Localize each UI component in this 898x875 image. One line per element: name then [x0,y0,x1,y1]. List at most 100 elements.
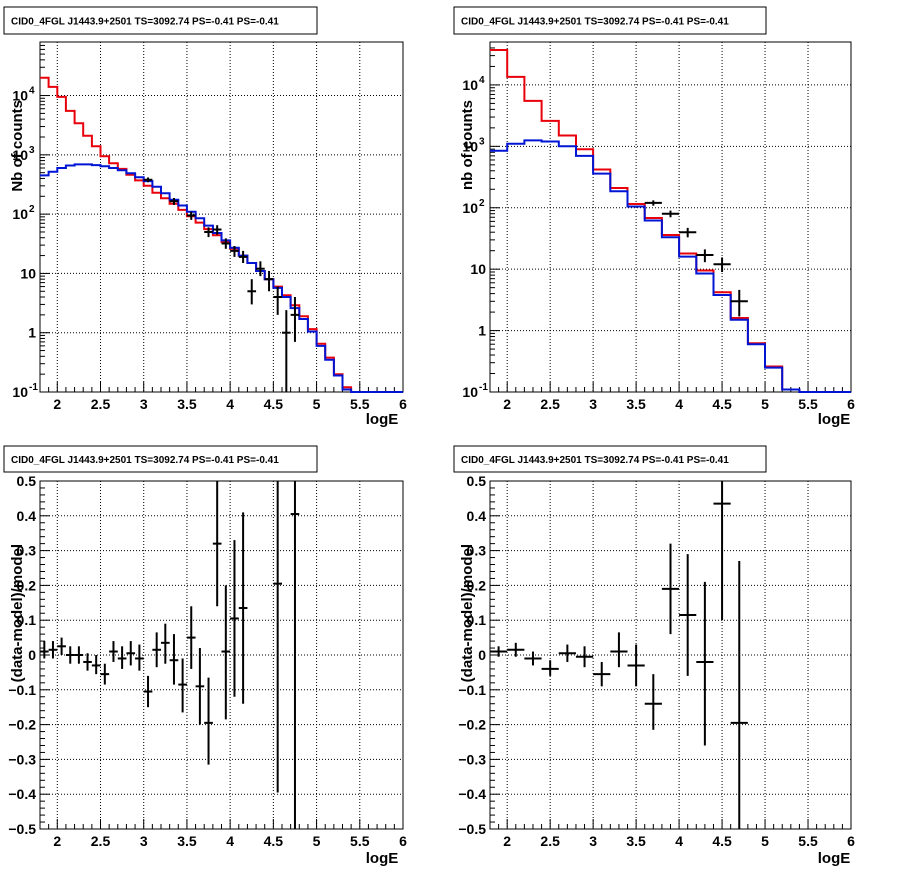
x-tick-label: 5.5 [350,396,370,412]
x-tick-label: 5 [313,396,321,412]
y-tick-label: 0.2 [467,577,487,593]
y-tick-label: −0.2 [458,717,486,733]
data-point [679,227,697,238]
data-point [152,632,161,668]
y-axis-label: Nb of counts [9,100,26,192]
data-point [273,481,282,793]
data-point [143,177,153,183]
data-point [593,661,611,687]
x-tick-label: 4 [226,396,234,412]
data-point [238,512,248,704]
x-tick-label: 3.5 [626,396,646,412]
y-tick-label: 10 [462,138,478,154]
x-tick-label: 4.5 [264,833,284,849]
y-tick-exponent: -1 [29,382,38,393]
x-tick-label: 6 [847,396,855,412]
x-tick-label: 3.5 [177,396,197,412]
x-tick-label: 5.5 [798,833,818,849]
x-tick-label: 4 [675,833,683,849]
data-point [57,637,66,655]
x-axis-label: logE [366,850,399,867]
y-tick-label: 0.1 [17,612,37,628]
chart-resid-fine: CID0_4FGL J1443.9+2501 TS=3092.74 PS=-0.… [3,445,407,867]
y-tick-label: −0.2 [8,717,36,733]
data-point [661,543,680,635]
x-tick-label: 2.5 [91,396,111,412]
x-tick-label: 3 [589,396,597,412]
x-tick-label: 4 [675,396,683,412]
y-axis-label: nb of counts [459,100,476,190]
y-tick-label: −0.1 [458,682,486,698]
plot-frame [39,41,404,393]
x-tick-label: 4.5 [712,833,732,849]
x-tick-label: 4 [226,833,234,849]
y-tick-label: 0.4 [467,508,487,524]
data-point [178,658,187,713]
data-point [186,211,196,220]
data-point [186,606,196,669]
chart-title-box [453,6,767,35]
data-point [730,561,748,829]
y-tick-label: 0.5 [467,473,487,489]
chart-title-box [3,445,318,473]
series-model-source [40,163,403,393]
data-point [169,198,179,205]
x-axis-label: logE [366,411,399,428]
data-point [230,540,239,697]
y-tick-exponent: 3 [29,145,35,156]
x-tick-label: 3.5 [626,833,646,849]
chart-title: CID0_4FGL J1443.9+2501 TS=3092.74 PS=-0.… [11,455,279,466]
data-point [230,246,239,257]
data-point [713,481,731,621]
x-tick-label: 2 [503,833,511,849]
y-tick-label: 0.2 [17,577,37,593]
chart-title: CID0_4FGL J1443.9+2501 TS=3092.74 PS=-0.… [11,17,279,28]
data-point [644,200,662,206]
data-point [247,279,257,305]
y-tick-label: 1 [478,323,486,339]
y-tick-exponent: 4 [29,86,35,97]
y-tick-label: 1 [28,325,36,341]
y-tick-exponent: 2 [29,204,35,215]
data-point [507,642,525,657]
y-tick-label: 0.1 [467,612,487,628]
data-point [161,623,170,664]
x-tick-label: 2.5 [91,833,111,849]
data-point [713,257,731,272]
data-point [212,225,222,235]
y-tick-label: 10 [470,261,486,277]
y-tick-label: −0.3 [8,751,36,767]
x-tick-label: 6 [399,833,407,849]
x-tick-label: 2 [53,833,61,849]
y-tick-label: −0.5 [8,821,36,837]
y-tick-label: 10 [12,384,28,400]
data-point [290,297,300,342]
x-tick-label: 5 [761,833,769,849]
y-tick-exponent: 2 [479,198,485,209]
data-point [126,641,136,666]
data-point [221,585,231,720]
data-point [610,632,628,668]
data-point [143,675,153,708]
data-point [627,644,645,687]
data-point [238,250,248,263]
y-tick-label: 0.3 [467,543,487,559]
y-tick-label: 10 [12,147,28,163]
y-tick-label: 0 [28,647,36,663]
data-point [679,554,697,676]
y-tick-exponent: 4 [479,75,485,86]
y-tick-label: 0.5 [17,473,37,489]
data-point [221,238,231,249]
data-point [135,644,144,671]
data-point [575,646,594,668]
data-point [696,581,714,746]
series-model-source [490,139,851,393]
y-tick-label: 10 [462,77,478,93]
chart-resid-coarse: CID0_4FGL J1443.9+2501 TS=3092.74 PS=-0.… [453,445,855,867]
data-point [117,646,127,669]
y-tick-label: 0.3 [17,543,37,559]
y-tick-label: 10 [12,206,28,222]
data-point [282,310,291,392]
y-axis-label: (data-model)/model [9,544,26,682]
